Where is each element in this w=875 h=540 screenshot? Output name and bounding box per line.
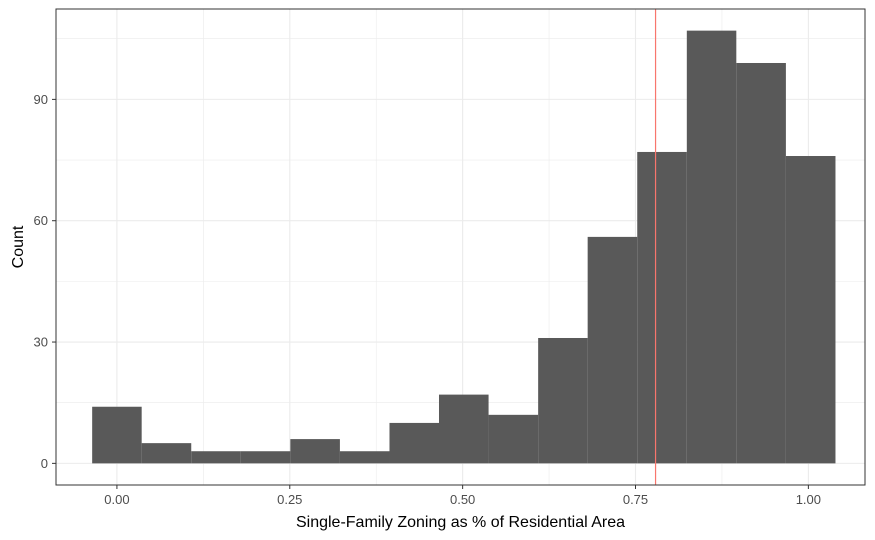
histogram-bar	[290, 439, 340, 464]
plot-panel-border	[55, 8, 866, 486]
histogram-bar	[637, 151, 687, 464]
histogram-bar	[389, 422, 439, 464]
y-tick-label: 60	[34, 213, 48, 228]
histogram-bar	[488, 414, 539, 464]
histogram-bar	[785, 156, 836, 464]
x-tick-label: 0.50	[450, 492, 475, 507]
x-axis-title: Single-Family Zoning as % of Residential…	[296, 514, 625, 531]
y-axis-ticks: 0 30 60 90	[34, 92, 56, 471]
histogram-bar	[141, 443, 192, 464]
y-tick-label: 0	[41, 456, 48, 471]
histogram-bar	[191, 451, 241, 464]
y-axis-title: Count	[10, 225, 27, 268]
histogram-bars	[92, 30, 836, 464]
x-tick-label: 0.75	[623, 492, 648, 507]
histogram-bar	[438, 394, 489, 464]
histogram-bar	[538, 337, 588, 464]
histogram-bar	[686, 30, 737, 464]
x-axis-ticks: 0.00 0.25 0.50 0.75 1.00	[104, 485, 821, 507]
histogram-bar	[339, 451, 390, 464]
y-tick-label: 30	[34, 335, 48, 350]
x-tick-label: 0.00	[104, 492, 129, 507]
histogram-bar	[92, 406, 142, 464]
histogram-bar	[736, 62, 786, 464]
x-tick-label: 0.25	[277, 492, 302, 507]
histogram-bar	[587, 236, 638, 464]
histogram-bar	[240, 451, 291, 464]
y-tick-label: 90	[34, 92, 48, 107]
x-tick-label: 1.00	[796, 492, 821, 507]
